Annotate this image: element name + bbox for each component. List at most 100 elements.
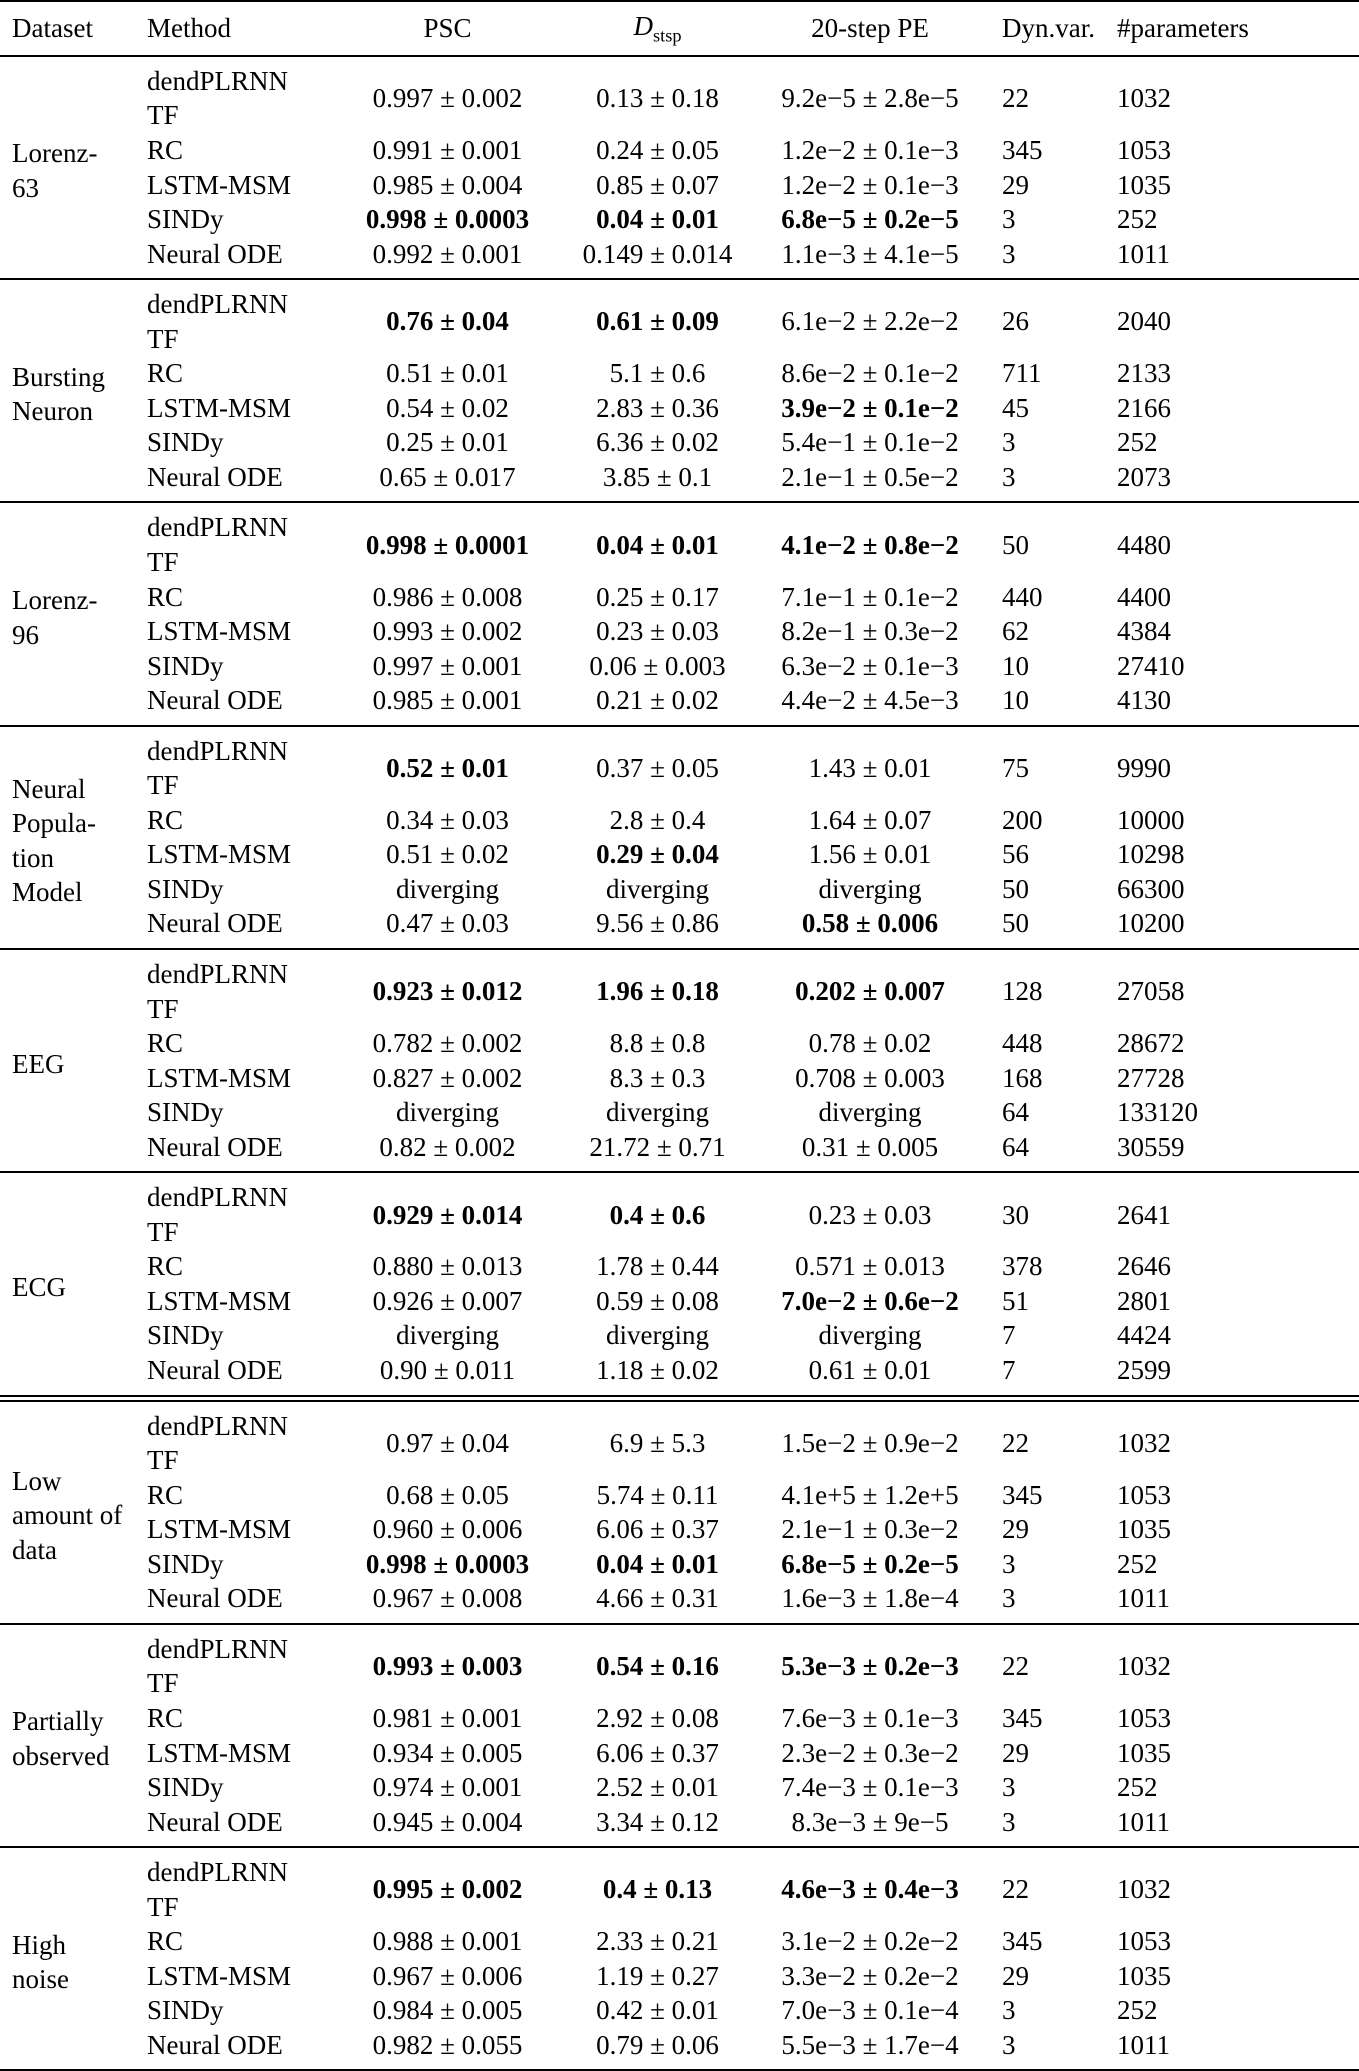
dynvar-value: 50: [1002, 873, 1029, 904]
method-label: RC: [147, 1251, 184, 1282]
params-value: 4480: [1117, 529, 1171, 560]
pe-value: 6.8e−5 ± 0.2e−5: [781, 204, 959, 235]
dynvar-value: 51: [1002, 1285, 1029, 1316]
pe-value: 7.1e−1 ± 0.1e−2: [781, 581, 959, 612]
dataset-label: Lorenz- 63: [12, 138, 98, 204]
pe-value: 4.6e−3 ± 0.4e−3: [781, 1874, 959, 1905]
pe-value: 3.9e−2 ± 0.1e−2: [781, 392, 959, 423]
dstsp-value: 0.4 ± 0.13: [602, 1874, 713, 1905]
dynvar-value: 3: [1002, 204, 1016, 235]
method-label: Neural ODE: [147, 1583, 283, 1614]
psc-value: 0.782 ± 0.002: [372, 1028, 523, 1059]
table-row: Neural ODE 0.967 ± 0.008 4.66 ± 0.31 1.6e−3…: [0, 1581, 1359, 1624]
method-label: SINDy: [147, 1320, 224, 1351]
table-row: SINDy 0.998 ± 0.0003 0.04 ± 0.01 6.8e−5 ± 0…: [0, 202, 1359, 237]
pe-value: 7.6e−3 ± 0.1e−3: [781, 1702, 959, 1733]
table-row: RC 0.986 ± 0.008 0.25 ± 0.17 7.1e−1 ± 0.1e−…: [0, 580, 1359, 615]
psc-value: 0.985 ± 0.004: [372, 169, 523, 200]
pe-value: 4.1e+5 ± 1.2e+5: [781, 1479, 959, 1510]
col-header-psc: PSC: [330, 1, 565, 57]
psc-value: 0.995 ± 0.002: [372, 1874, 523, 1905]
psc-value: 0.981 ± 0.001: [372, 1702, 523, 1733]
psc-value: 0.51 ± 0.02: [386, 839, 509, 870]
method-label: Neural ODE: [147, 238, 283, 269]
psc-value: 0.993 ± 0.002: [372, 616, 523, 647]
dstsp-value: 6.06 ± 0.37: [596, 1737, 719, 1768]
dstsp-value: 8.8 ± 0.8: [609, 1028, 706, 1059]
params-value: 2646: [1117, 1251, 1171, 1282]
table-row: SINDy 0.974 ± 0.001 2.52 ± 0.01 7.4e−3 ± 0.…: [0, 1770, 1359, 1805]
psc-value: 0.923 ± 0.012: [372, 976, 523, 1007]
method-label: Neural ODE: [147, 461, 283, 492]
method-label: SINDy: [147, 1995, 224, 2026]
params-value: 1032: [1117, 1874, 1171, 1905]
pe-value: 0.61 ± 0.01: [808, 1355, 932, 1386]
psc-value: 0.988 ± 0.001: [372, 1926, 523, 1957]
col-header-dynvar: Dyn.var.: [990, 1, 1105, 57]
params-value: 1011: [1117, 1583, 1170, 1614]
dstsp-value: diverging: [606, 873, 709, 904]
dynvar-value: 7: [1002, 1320, 1016, 1351]
params-value: 4400: [1117, 581, 1171, 612]
psc-value: 0.934 ± 0.005: [372, 1737, 523, 1768]
table-row: Low amount of data dendPLRNN TF 0.97 ± 0.0…: [0, 1398, 1359, 1565]
dataset-label: EEG: [12, 1048, 65, 1079]
dstsp-value: 1.96 ± 0.18: [596, 976, 719, 1007]
col-header-method: Method: [135, 1, 330, 57]
method-label: Neural ODE: [147, 1806, 283, 1837]
table-row: LSTM-MSM 0.827 ± 0.002 8.3 ± 0.3 0.708 ± 0.…: [0, 1061, 1359, 1096]
table-row: Lorenz- 96 dendPLRNN TF 0.998 ± 0.0001 0.04…: [0, 502, 1359, 649]
dstsp-value: 0.29 ± 0.04: [596, 839, 719, 870]
method-label: RC: [147, 1702, 184, 1733]
dataset-group: Bursting Neuron dendPLRNN TF 0.76 ± 0.04 0.…: [0, 279, 1359, 502]
dataset-label: High noise: [12, 1929, 69, 1995]
params-value: 9990: [1117, 753, 1171, 783]
dstsp-value: 5.74 ± 0.11: [596, 1479, 719, 1510]
psc-value: 0.998 ± 0.0003: [365, 1548, 530, 1579]
params-value: 10200: [1117, 908, 1185, 939]
method-label: LSTM-MSM: [147, 839, 292, 870]
dataset-label: Partially observed: [12, 1706, 110, 1771]
dstsp-value: 0.37 ± 0.05: [596, 753, 719, 783]
table-row: LSTM-MSM 0.960 ± 0.006 6.06 ± 0.37 2.1e−1 ±…: [0, 1512, 1359, 1547]
psc-value: 0.68 ± 0.05: [386, 1479, 509, 1510]
dstsp-value: 5.1 ± 0.6: [609, 358, 706, 389]
dstsp-value: diverging: [606, 1320, 709, 1351]
params-value: 252: [1117, 427, 1158, 458]
dataset-group: Neural Popula- tion Model dendPLRNN TF 0.5…: [0, 725, 1359, 949]
dynvar-value: 56: [1002, 839, 1029, 870]
table-row: RC 0.782 ± 0.002 8.8 ± 0.8 0.78 ± 0.02 448 28…: [0, 1026, 1359, 1061]
psc-value: diverging: [396, 1320, 499, 1351]
dynvar-value: 64: [1002, 1097, 1029, 1128]
table-row: Neural ODE 0.945 ± 0.004 3.34 ± 0.12 8.3e−3…: [0, 1805, 1359, 1848]
table-row: LSTM-MSM 0.993 ± 0.002 0.23 ± 0.03 8.2e−1 ±…: [0, 614, 1359, 649]
dynvar-value: 3: [1002, 1583, 1016, 1614]
dynvar-value: 22: [1002, 1651, 1029, 1682]
dstsp-value: 0.42 ± 0.01: [596, 1995, 719, 2026]
params-value: 66300: [1117, 873, 1185, 904]
psc-value: 0.982 ± 0.055: [372, 2029, 523, 2060]
table-row: EEG dendPLRNN TF 0.923 ± 0.012 1.96 ± 0.18 0…: [0, 949, 1359, 1079]
psc-value: diverging: [396, 1097, 499, 1128]
dataset-group: High noise dendPLRNN TF 0.995 ± 0.002 0.4 ±…: [0, 1847, 1359, 2070]
pe-value: 1.2e−2 ± 0.1e−3: [781, 134, 959, 165]
dstsp-subscript: stsp: [652, 25, 682, 46]
method-label: LSTM-MSM: [147, 1062, 292, 1093]
psc-value: 0.997 ± 0.001: [372, 650, 523, 681]
params-value: 1011: [1117, 2029, 1170, 2060]
params-value: 2801: [1117, 1285, 1171, 1316]
dstsp-value: 2.33 ± 0.21: [596, 1926, 719, 1957]
params-value: 2040: [1117, 306, 1171, 337]
dstsp-value: 2.92 ± 0.08: [596, 1702, 719, 1733]
dstsp-value: 4.66 ± 0.31: [596, 1583, 719, 1614]
col-header-parameters: #parameters: [1105, 1, 1359, 57]
table-row: SINDy diverging diverging diverging 64 133120: [0, 1095, 1359, 1130]
dynvar-value: 3: [1002, 1806, 1016, 1837]
table-row: SINDy diverging diverging diverging 50 66300: [0, 872, 1359, 907]
col-header-dataset: Dataset: [0, 1, 135, 57]
dynvar-value: 22: [1002, 1427, 1029, 1458]
dynvar-value: 345: [1002, 1702, 1043, 1733]
method-label: LSTM-MSM: [147, 616, 292, 647]
table-row: High noise dendPLRNN TF 0.995 ± 0.002 0.4 ±…: [0, 1847, 1359, 1994]
table-row: RC 0.880 ± 0.013 1.78 ± 0.44 0.571 ± 0.013 3…: [0, 1249, 1359, 1284]
